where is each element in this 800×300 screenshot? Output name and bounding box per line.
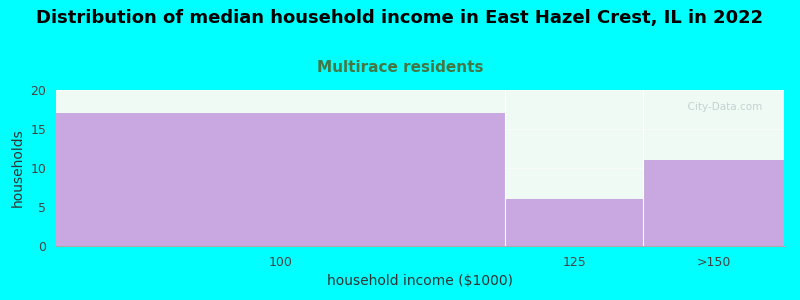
- X-axis label: household income ($1000): household income ($1000): [327, 274, 513, 288]
- Bar: [643, 160, 784, 246]
- Bar: [56, 113, 505, 246]
- Text: Multirace residents: Multirace residents: [317, 60, 483, 75]
- Text: City-Data.com: City-Data.com: [681, 103, 762, 112]
- Text: Distribution of median household income in East Hazel Crest, IL in 2022: Distribution of median household income …: [37, 9, 763, 27]
- Y-axis label: households: households: [11, 129, 25, 207]
- Bar: [505, 199, 643, 246]
